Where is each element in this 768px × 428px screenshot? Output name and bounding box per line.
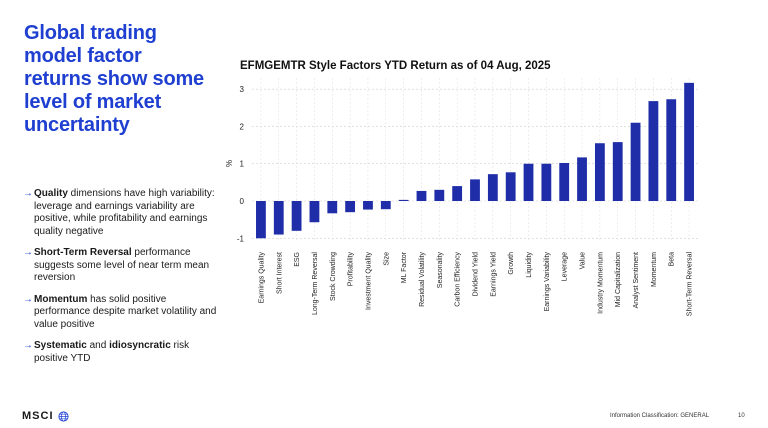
x-tick-label: Carbon Efficiency xyxy=(455,252,462,307)
x-tick-label: ESG xyxy=(294,252,301,267)
x-tick-label: Short-Term Reversal xyxy=(687,252,694,317)
bullet-text: and xyxy=(86,340,110,351)
arrow-right-icon: → xyxy=(23,188,33,199)
bullet-keyword: Systematic xyxy=(34,340,87,351)
bar xyxy=(541,163,552,201)
bar xyxy=(523,163,534,201)
x-tick-label: Value xyxy=(580,252,587,269)
x-tick-label: Residual Volatility xyxy=(419,252,426,307)
footer-page-number: 10 xyxy=(738,413,745,419)
logo-text: MSCI xyxy=(22,410,54,422)
bullet-keyword: Quality xyxy=(34,188,68,199)
chart-title: EFMGEMTR Style Factors YTD Return as of … xyxy=(240,60,551,72)
bar xyxy=(487,174,498,201)
bar xyxy=(416,190,427,201)
bar xyxy=(398,199,409,201)
bullet-list: → Quality dimensions have high variabilit… xyxy=(23,188,224,374)
bar xyxy=(505,172,516,201)
bar xyxy=(612,142,623,201)
bullet-text: has solid positive performance despite m… xyxy=(34,293,217,330)
bar-chart: -1 0 1 2 3% Earnings Quality Short Interest ESG… xyxy=(224,78,698,317)
bullet-keyword: idiosyncratic xyxy=(109,340,171,351)
x-tick-label: Liquidity xyxy=(526,252,533,278)
bullet-item: → Momentum has solid positive performance… xyxy=(23,293,224,332)
x-tick-label: Seasonality xyxy=(437,252,444,289)
bar xyxy=(273,201,284,235)
globe-icon xyxy=(57,410,69,422)
page-headline: Global trading model factor returns show… xyxy=(24,22,204,136)
bullet-text: risk positive YTD xyxy=(34,340,190,364)
x-tick-label: Profitability xyxy=(348,252,355,287)
bar xyxy=(452,186,463,201)
bar xyxy=(434,189,445,201)
x-tick-label: Short Interest xyxy=(276,252,283,294)
y-tick-label: 1 xyxy=(240,160,245,169)
x-tick-label: ML Factor xyxy=(401,251,408,283)
bar xyxy=(345,201,356,213)
bar xyxy=(577,157,587,201)
x-tick-label: Dividend Yield xyxy=(473,252,480,296)
x-tick-label: Beta xyxy=(669,252,676,267)
bullet-item: → Short-Term Reversal performance suggest… xyxy=(23,247,224,285)
bullet-keyword: Short-Term Reversal xyxy=(34,247,132,258)
x-tick-label: Leverage xyxy=(562,252,569,281)
bar xyxy=(327,201,338,214)
x-tick-label: Growth xyxy=(508,252,515,275)
bullet-text: dimensions have high variability: levera… xyxy=(34,188,215,237)
msci-logo: MSCI xyxy=(22,410,69,422)
bar xyxy=(363,201,373,210)
bullet-keyword: Momentum xyxy=(34,293,88,305)
x-tick-label: Earnings Variability xyxy=(544,252,551,312)
bar xyxy=(594,143,605,201)
bar xyxy=(309,201,320,223)
bar xyxy=(630,122,641,201)
x-tick-label: Earnings Yield xyxy=(490,252,497,297)
y-tick-label: -1 xyxy=(237,234,245,243)
bar xyxy=(380,201,391,210)
bullet-text: performance suggests some level of near … xyxy=(34,247,210,283)
bar xyxy=(470,179,480,201)
bar xyxy=(684,82,694,201)
bar xyxy=(256,201,266,239)
y-tick-label: 0 xyxy=(240,197,245,206)
x-tick-label: Mid Capitalization xyxy=(615,252,622,307)
y-tick-label: 3 xyxy=(240,85,245,94)
x-tick-label: Momentum xyxy=(651,252,658,287)
bullet-item: → Systematic and idiosyncratic risk posit… xyxy=(23,340,224,365)
x-tick-label: Analyst Sentiment xyxy=(633,252,640,308)
bullet-item: → Quality dimensions have high variabilit… xyxy=(23,188,224,238)
x-tick-label: Earnings Quality xyxy=(258,252,265,304)
bar xyxy=(666,99,677,201)
x-tick-label: Size xyxy=(383,252,390,266)
arrow-right-icon: → xyxy=(23,340,33,351)
x-tick-label: Industry Momentum xyxy=(597,252,604,314)
x-tick-label: Stock Crowding xyxy=(330,252,337,301)
x-tick-label: Investment Quality xyxy=(365,252,372,310)
y-axis-label: % xyxy=(224,160,233,167)
bar xyxy=(559,162,570,201)
arrow-right-icon: → xyxy=(23,247,33,258)
arrow-right-icon: → xyxy=(23,293,33,305)
x-tick-label: Long-Term Reversal xyxy=(312,252,319,315)
bar xyxy=(648,101,659,201)
footer-classification: Information Classification: GENERAL xyxy=(610,413,710,419)
y-tick-label: 2 xyxy=(240,122,245,131)
bar xyxy=(291,201,302,231)
